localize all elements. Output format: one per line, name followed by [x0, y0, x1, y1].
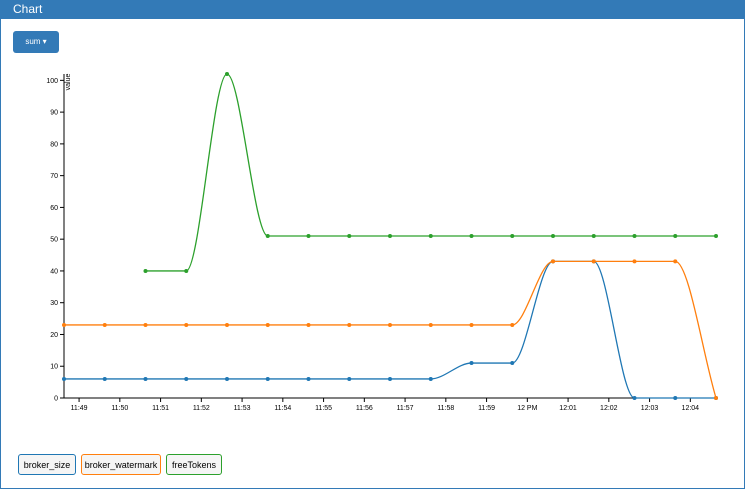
- data-point: [102, 376, 107, 381]
- data-point: [388, 376, 392, 381]
- data-point: [510, 234, 515, 238]
- y-tick-label: 70: [50, 173, 58, 180]
- data-point: [673, 396, 678, 400]
- data-point: [62, 322, 66, 327]
- x-tick-label: 11:57: [397, 405, 414, 412]
- y-tick-label: 80: [50, 141, 58, 148]
- data-point: [347, 376, 352, 381]
- x-tick-label: 11:54: [274, 405, 291, 412]
- x-tick-label: 11:55: [315, 405, 332, 412]
- data-point: [469, 361, 474, 366]
- data-point: [632, 234, 637, 238]
- data-point: [591, 234, 596, 238]
- data-point: [306, 234, 311, 238]
- series-line: [145, 73, 716, 272]
- data-point: [143, 322, 148, 327]
- data-point: [347, 234, 352, 238]
- data-point: [265, 322, 270, 327]
- y-tick-label: 40: [50, 268, 58, 275]
- legend-item[interactable]: freeTokens: [166, 454, 222, 475]
- x-tick-label: 12:03: [641, 405, 659, 412]
- y-tick-label: 90: [50, 110, 58, 117]
- data-point: [673, 234, 678, 238]
- x-tick-label: 11:58: [437, 405, 454, 412]
- data-point: [225, 322, 229, 327]
- data-point: [714, 396, 718, 400]
- x-tick-label: 11:52: [193, 405, 210, 412]
- x-tick-label: 11:56: [356, 405, 373, 412]
- y-tick-label: 30: [50, 300, 58, 307]
- data-point: [225, 376, 229, 381]
- x-tick-label: 12:01: [559, 405, 577, 412]
- data-point: [428, 234, 433, 238]
- legend-item[interactable]: broker_size: [18, 454, 76, 475]
- data-point: [469, 234, 474, 238]
- data-point: [388, 322, 392, 327]
- x-tick-label: 11:49: [71, 405, 88, 412]
- y-tick-label: 60: [50, 205, 58, 212]
- data-point: [673, 259, 678, 264]
- data-point: [265, 376, 270, 381]
- y-tick-label: 20: [50, 332, 58, 339]
- button-label: sum: [25, 37, 41, 46]
- data-point: [388, 234, 392, 238]
- y-axis-label: value: [65, 74, 72, 91]
- x-tick-label: 12:04: [682, 405, 700, 412]
- data-point: [143, 376, 148, 381]
- data-point: [714, 234, 718, 238]
- x-tick-label: 12:02: [600, 405, 618, 412]
- data-point: [143, 268, 148, 273]
- data-point: [551, 259, 555, 264]
- data-point: [551, 234, 555, 238]
- data-point: [591, 259, 596, 264]
- data-point: [469, 322, 474, 327]
- data-point: [184, 268, 189, 273]
- x-tick-label: 11:53: [234, 405, 251, 412]
- x-tick-label: 11:51: [152, 405, 169, 412]
- x-tick-label: 12 PM: [517, 405, 537, 412]
- y-tick-label: 100: [46, 78, 58, 85]
- data-point: [184, 322, 189, 327]
- data-point: [265, 234, 270, 238]
- series-line: [63, 260, 717, 399]
- data-point: [347, 322, 352, 327]
- y-tick-label: 50: [50, 237, 58, 244]
- data-point: [62, 376, 66, 381]
- aggregate-button[interactable]: sum ▾: [13, 31, 59, 53]
- panel-header: Chart: [1, 1, 744, 19]
- y-tick-label: 10: [50, 364, 58, 371]
- data-point: [306, 322, 311, 327]
- data-point: [102, 322, 107, 327]
- x-tick-label: 11:50: [111, 405, 128, 412]
- data-point: [225, 72, 229, 76]
- data-point: [428, 376, 433, 381]
- x-tick-label: 11:59: [478, 405, 495, 412]
- data-point: [184, 376, 189, 381]
- data-point: [632, 259, 637, 264]
- data-point: [306, 376, 311, 381]
- data-point: [632, 396, 637, 400]
- y-tick-label: 0: [54, 396, 58, 403]
- series-line: [63, 260, 716, 399]
- data-point: [510, 322, 515, 327]
- data-point: [428, 322, 433, 327]
- data-point: [510, 361, 515, 366]
- legend-item[interactable]: broker_watermark: [81, 454, 161, 475]
